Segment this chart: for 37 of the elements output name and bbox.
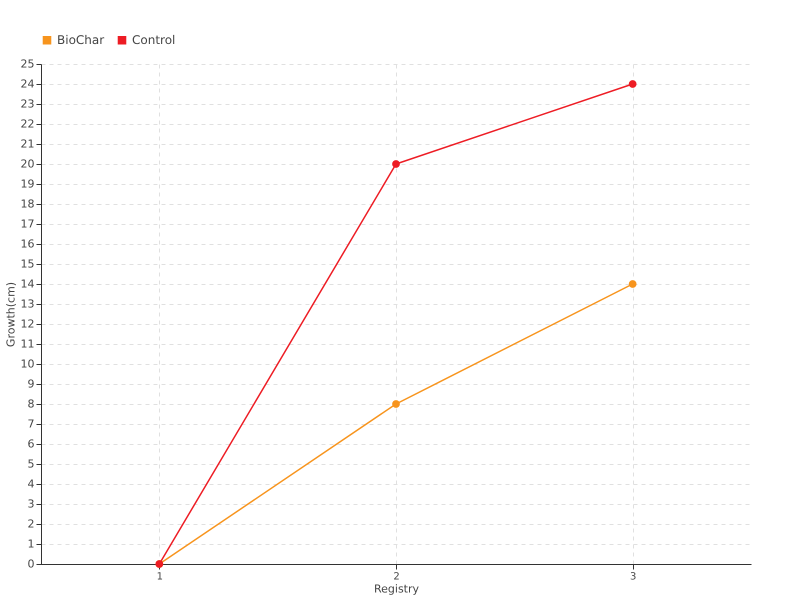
y-tick-label: 10	[20, 358, 34, 370]
x-axis-title: Registry	[374, 582, 420, 596]
y-tick-label: 18	[20, 198, 34, 210]
y-tick-label: 12	[20, 318, 34, 330]
legend-label: Control	[132, 33, 176, 48]
y-tick-label: 13	[20, 298, 34, 310]
y-tick-label: 24	[20, 78, 34, 90]
y-tick-label: 5	[28, 458, 34, 470]
point	[628, 80, 637, 88]
legend-label: BioChar	[57, 33, 104, 48]
y-tick-label: 9	[28, 378, 34, 390]
y-tick-label: 16	[20, 238, 34, 250]
x-tick-label: 1	[156, 572, 164, 582]
y-tick-label: 22	[20, 118, 34, 130]
y-tick-label: 14	[20, 278, 34, 290]
y-tick-label: 8	[28, 398, 34, 410]
y-axis-title: Growth(cm)	[4, 282, 18, 348]
y-tick-label: 19	[20, 178, 34, 190]
y-tick-label: 21	[20, 138, 34, 150]
y-tick-label: 1	[28, 538, 34, 550]
y-tick-label: 25	[20, 58, 34, 70]
point	[392, 160, 400, 168]
x-tick-label: 2	[393, 572, 400, 582]
y-tick-label: 7	[28, 418, 34, 430]
y-tick-label: 17	[20, 218, 34, 230]
y-tick-label: 0	[28, 558, 34, 570]
y-tick-label: 11	[20, 338, 34, 350]
x-tick-label: 3	[630, 572, 636, 582]
y-tick-label: 2	[28, 518, 34, 530]
point	[392, 400, 400, 408]
point	[628, 280, 637, 288]
y-tick-label: 20	[20, 158, 34, 170]
y-tick-label: 4	[28, 478, 34, 490]
y-tick-label: 15	[20, 258, 34, 270]
y-tick-label: 6	[28, 438, 34, 450]
y-tick-label: 3	[28, 498, 34, 510]
y-tick-label: 23	[20, 98, 34, 110]
